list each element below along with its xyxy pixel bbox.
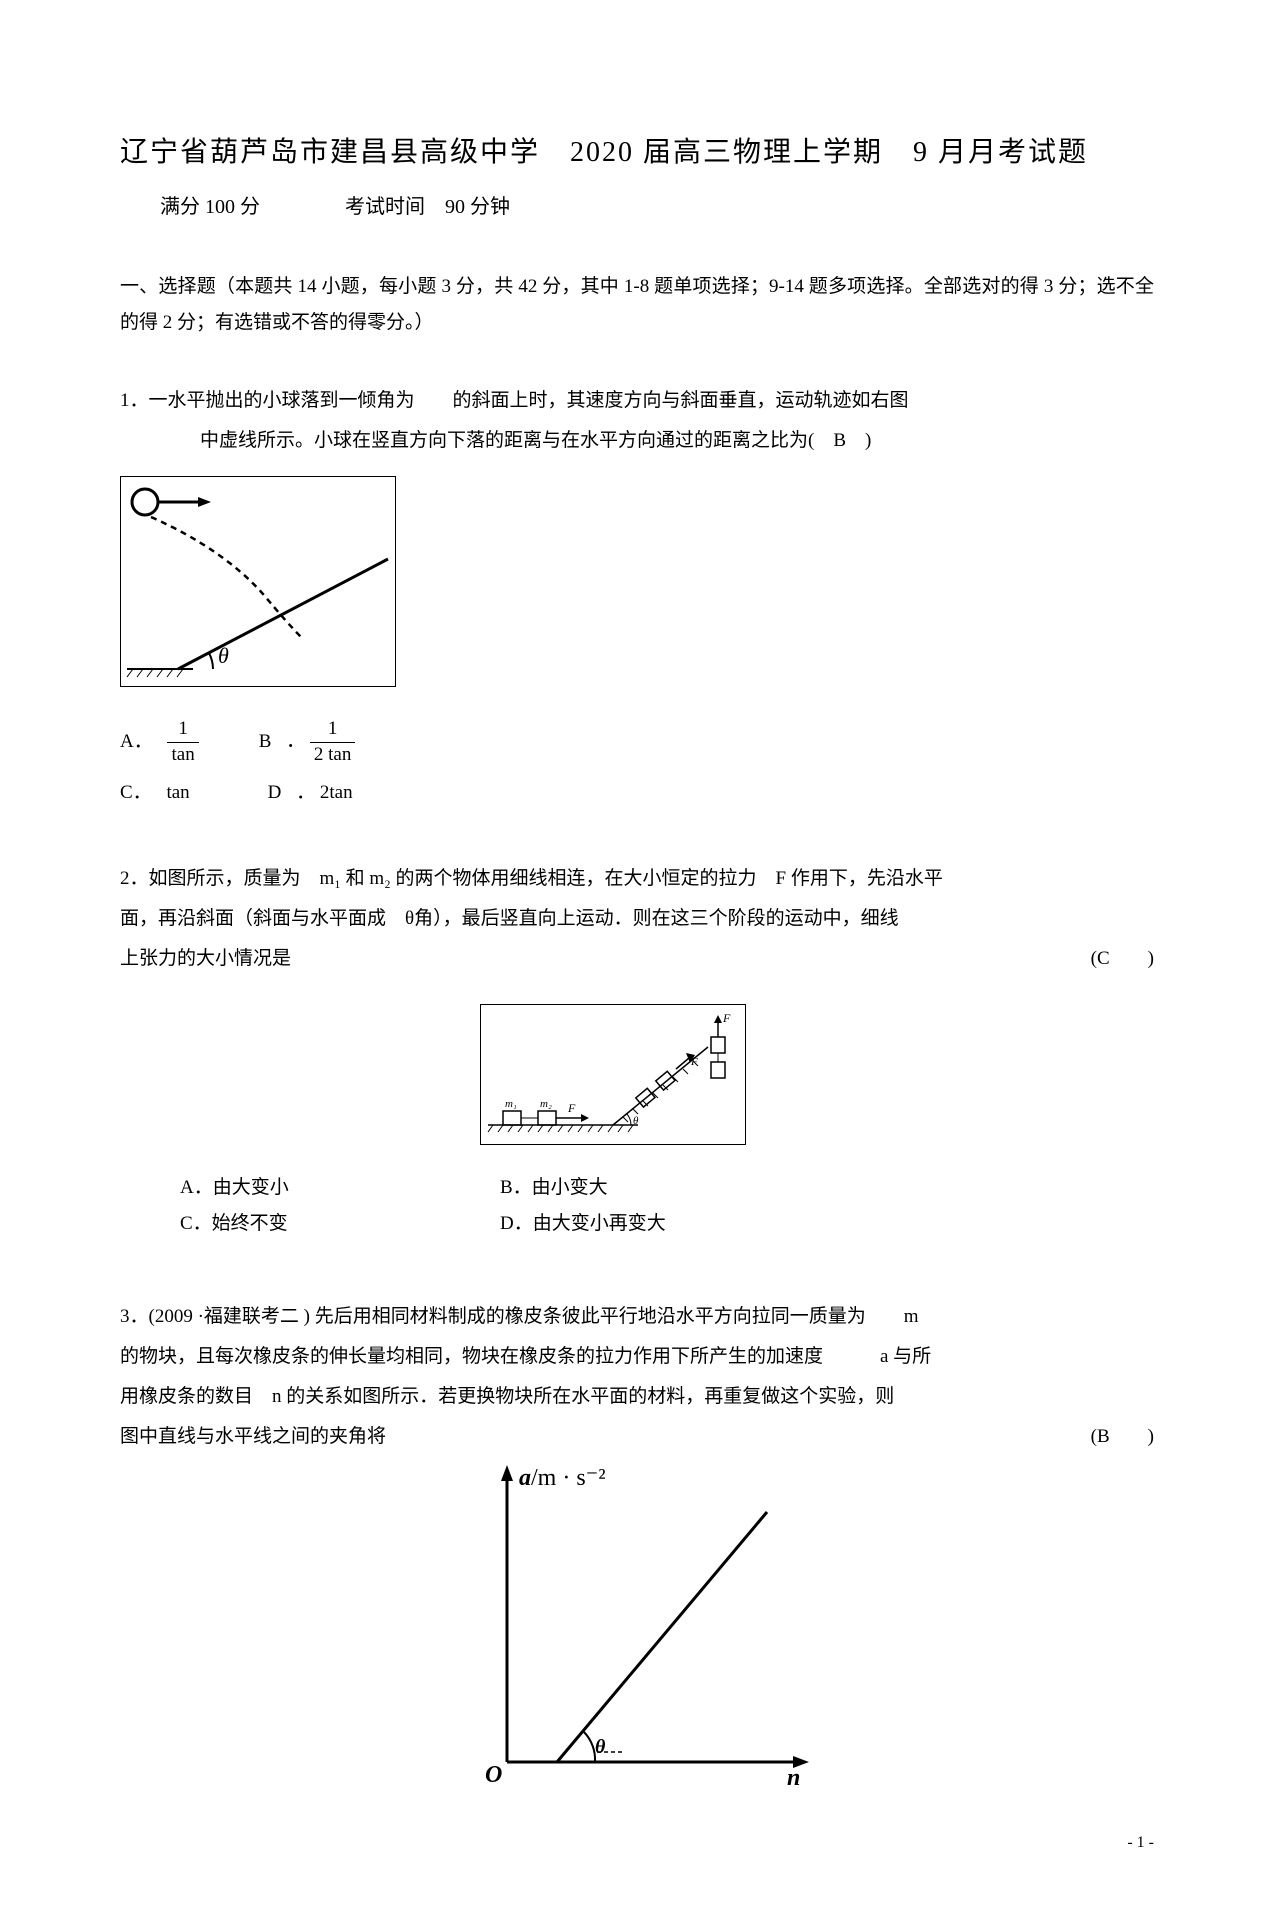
opt-b-label: B	[259, 731, 272, 752]
q3-line3: 用橡皮条的数目 n 的关系如图所示．若更换物块所在水平面的材料，再重复做这个实验…	[120, 1377, 1154, 1417]
m1-label: m₁	[505, 1098, 517, 1110]
fraction-b: 1 2 tan	[310, 717, 355, 767]
hatch	[177, 669, 183, 677]
q1-opt-b: B ． 1 2 tan	[259, 717, 356, 767]
opt-d-label: D	[268, 782, 282, 803]
theta3: θ	[595, 1736, 606, 1758]
q3-line1: 3．(2009 ·福建联考二 ) 先后用相同材料制成的橡皮条彼此平行地沿水平方向…	[120, 1297, 1154, 1337]
arrow-head-icon	[198, 497, 211, 507]
theta-label: θ	[218, 643, 229, 668]
q2-opt-a: A．由大变小	[180, 1170, 500, 1206]
theta2: θ	[633, 1115, 639, 1127]
F-label-h: F	[567, 1101, 576, 1115]
angle-arc	[209, 653, 213, 669]
x-label: n	[787, 1765, 800, 1791]
F-label-v: F	[722, 1011, 731, 1025]
opt-a-label: A．	[120, 731, 153, 752]
duration: 考试时间 90 分钟	[345, 196, 510, 218]
q2-answer: (C )	[1091, 939, 1154, 979]
q3-line4: 图中直线与水平线之间的夹角将 (B )	[120, 1417, 1154, 1457]
q2-line1: 2．如图所示，质量为 m₁ 和 m₂ 的两个物体用细线相连，在大小恒定的拉力 F…	[120, 859, 1154, 899]
hatch	[147, 669, 153, 677]
block-m2	[538, 1111, 556, 1125]
q2-opt-b: B．由小变大	[500, 1170, 608, 1206]
block-m1	[503, 1111, 521, 1125]
hatch	[137, 669, 143, 677]
ball-icon	[132, 489, 158, 515]
q2-figure: m₁ m₂ F θ F	[480, 989, 1154, 1160]
section-description: 一、选择题（本题共 14 小题，每小题 3 分，共 42 分，其中 1-8 题单…	[120, 269, 1154, 341]
q3-line2: 的物块，且每次橡皮条的伸长量均相同，物块在橡皮条的拉力作用下所产生的加速度 a …	[120, 1337, 1154, 1377]
opt-c-label: C．	[120, 782, 152, 803]
full-marks: 满分 100 分	[160, 196, 260, 218]
exam-title: 辽宁省葫芦岛市建昌县高级中学 2020 届高三物理上学期 9 月月考试题	[120, 130, 1154, 170]
q1-text: 1．一水平抛出的小球落到一倾角为 的斜面上时，其速度方向与斜面垂直，运动轨迹如右…	[120, 381, 1154, 421]
q2-line3: 上张力的大小情况是 (C )	[120, 939, 1154, 979]
q1-opt-d: D ． 2tan	[268, 777, 353, 804]
data-line	[557, 1512, 767, 1762]
question-2: 2．如图所示，质量为 m₁ 和 m₂ 的两个物体用细线相连，在大小恒定的拉力 F…	[120, 859, 1154, 1242]
q1-opt-c: C． tan	[120, 777, 190, 804]
q3-answer: (B )	[1091, 1417, 1154, 1457]
q2-options: A．由大变小 B．由小变大 C．始终不变 D．由大变小再变大	[180, 1170, 1154, 1242]
q1-text-cont: 中虚线所示。小球在竖直方向下落的距离与在水平方向通过的距离之比为( B )	[200, 421, 1154, 461]
hatch	[127, 669, 133, 677]
angle-arc2	[627, 1114, 631, 1125]
incline-line	[178, 559, 388, 669]
ground-hatch	[488, 1125, 633, 1132]
arrow-icon	[581, 1114, 589, 1122]
q1-svg: θ	[123, 479, 393, 679]
q1-opt-a: A． 1 tan	[120, 717, 199, 767]
q1-options-row2: C． tan D ． 2tan	[120, 777, 1154, 804]
vert-block2	[711, 1037, 725, 1053]
q1-options-row1: A． 1 tan B ． 1 2 tan	[120, 717, 1154, 767]
q2-line2: 面，再沿斜面（斜面与水平面成 θ角），最后竖直向上运动．则在这三个阶段的运动中，…	[120, 899, 1154, 939]
q2-opt-d: D．由大变小再变大	[500, 1206, 666, 1242]
origin-label: O	[485, 1762, 502, 1788]
q1-figure: θ	[120, 476, 396, 687]
exam-meta: 满分 100 分 考试时间 90 分钟	[160, 190, 1154, 219]
hatch	[157, 669, 163, 677]
q2-opt-c: C．始终不变	[180, 1206, 500, 1242]
question-3: 3．(2009 ·福建联考二 ) 先后用相同材料制成的橡皮条彼此平行地沿水平方向…	[120, 1297, 1154, 1797]
hatch	[167, 669, 173, 677]
angle-arc3	[584, 1732, 595, 1762]
q3-figure-wrap: a/m · s⁻² n O θ	[120, 1457, 1154, 1797]
y-arrow-icon	[501, 1465, 513, 1481]
title-text: 辽宁省葫芦岛市建昌县高级中学 2020 届高三物理上学期 9 月月考试题	[120, 137, 1088, 168]
y-label: a/m · s⁻²	[519, 1465, 606, 1491]
fraction-a: 1 tan	[167, 717, 198, 767]
vert-block1	[711, 1062, 725, 1078]
incline-hatch	[623, 1061, 698, 1122]
q3-svg: a/m · s⁻² n O θ	[447, 1457, 827, 1792]
q2-svg: m₁ m₂ F θ F	[483, 1007, 743, 1137]
question-1: 1．一水平抛出的小球落到一倾角为 的斜面上时，其速度方向与斜面垂直，运动轨迹如右…	[120, 381, 1154, 804]
m2-label: m₂	[540, 1098, 552, 1110]
page-number: - 1 -	[1127, 1834, 1154, 1852]
trajectory-curve	[151, 517, 303, 639]
arrow-icon	[714, 1015, 722, 1023]
